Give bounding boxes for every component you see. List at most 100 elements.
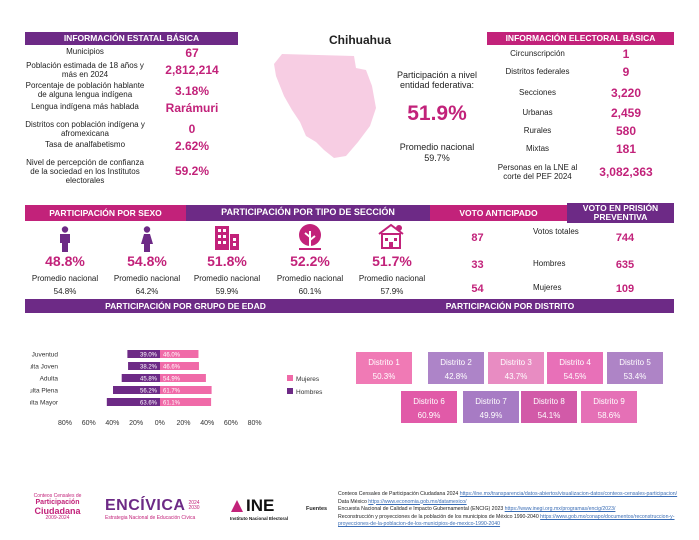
part-avg-label-4: Promedio nacional xyxy=(358,274,426,283)
basic-value-5: 2.62% xyxy=(174,139,210,153)
label-mujeres: 61.1% xyxy=(163,401,181,407)
label-mujeres: 46.6% xyxy=(163,365,181,371)
woman-icon xyxy=(141,226,153,252)
axis-tick: 0% xyxy=(155,420,165,427)
federal-avg-label: Promedio nacional xyxy=(399,142,475,152)
district-value: 50.3% xyxy=(372,371,396,381)
axis-tick: 80% xyxy=(248,420,262,427)
part-avg-4: 57.9% xyxy=(380,287,404,296)
electoral-value-4: 580 xyxy=(615,124,637,138)
district-name: Distrito 5 xyxy=(619,358,651,367)
label-mujeres: 54.9% xyxy=(163,377,181,383)
axis-tick: 20% xyxy=(176,420,190,427)
district-4[interactable]: Distrito 4 54.5% xyxy=(547,352,603,384)
axis-tick: 40% xyxy=(105,420,119,427)
electoral-label-3: Urbanas xyxy=(522,108,553,117)
district-name: Distrito 7 xyxy=(475,397,507,406)
header-distrito: PARTICIPACIÓN POR DISTRITO xyxy=(346,299,674,313)
electoral-value-6: 3,082,363 xyxy=(599,165,653,179)
header-sexo: PARTICIPACIÓN POR SEXO xyxy=(25,205,186,221)
header-anticipado: VOTO ANTICIPADO xyxy=(430,205,567,221)
label-hombres: 56.2% xyxy=(140,389,158,395)
part-avg-2: 59.9% xyxy=(215,287,239,296)
district-name: Distrito 4 xyxy=(559,358,591,367)
district-value: 43.7% xyxy=(504,371,528,381)
part-avg-label-2: Promedio nacional xyxy=(193,274,261,283)
district-3[interactable]: Distrito 3 43.7% xyxy=(488,352,544,384)
source-url[interactable]: https://ine.mx/transparencia/datos-abier… xyxy=(459,491,678,497)
part-avg-label-0: Promedio nacional xyxy=(31,274,99,283)
source-line-1: Data México https://www.economia.gob.mx/… xyxy=(338,499,678,507)
ine-logo: INE Instituto Nacional Electoral xyxy=(230,496,300,521)
district-value: 60.9% xyxy=(417,410,441,420)
district-value: 53.4% xyxy=(623,371,647,381)
bar-mujeres xyxy=(160,398,212,406)
district-value: 54.5% xyxy=(563,371,587,381)
source-line-2: Encuesta Nacional de Calidad e Impacto G… xyxy=(338,506,678,514)
district-1[interactable]: Distrito 1 50.3% xyxy=(356,352,412,384)
urban-icon xyxy=(215,226,239,250)
rural-icon xyxy=(299,224,321,250)
district-5[interactable]: Distrito 5 53.4% xyxy=(607,352,663,384)
district-7[interactable]: Distrito 7 49.9% xyxy=(463,391,519,423)
man-icon xyxy=(60,226,70,252)
vote-label-1: Hombres xyxy=(533,259,566,268)
federal-avg: 59.7% xyxy=(424,153,450,163)
label-hombres: 38.2% xyxy=(140,365,158,371)
electoral-label-5: Mixtas xyxy=(525,144,550,153)
ine-symbol-icon xyxy=(231,500,243,512)
encivica-name: ENCÍVICA xyxy=(105,497,186,514)
part-value-1: 54.8% xyxy=(127,253,167,269)
axis-tick: 80% xyxy=(58,420,72,427)
legend-swatch xyxy=(287,388,293,394)
bar-hombres xyxy=(127,350,160,358)
district-6[interactable]: Distrito 6 60.9% xyxy=(401,391,457,423)
source-url[interactable]: https://www.economia.gob.mx/datamexico/ xyxy=(368,498,467,505)
cc-line1: Conteos Censales de xyxy=(33,493,82,499)
source-line-0: Conteos Censales de Participación Ciudad… xyxy=(338,491,678,499)
ine-name: INE xyxy=(246,496,275,515)
district-2[interactable]: Distrito 2 42.8% xyxy=(428,352,484,384)
electoral-value-2: 3,220 xyxy=(610,86,642,100)
prision-value-2: 109 xyxy=(615,283,635,295)
encivica-years: 2024 2030 xyxy=(188,500,200,511)
source-text: Reconstrucción y proyecciones de la pobl… xyxy=(338,513,541,520)
basic-label-5: Tasa de analfabetismo xyxy=(44,140,126,149)
district-name: Distrito 2 xyxy=(440,358,472,367)
category-label: Juventud xyxy=(32,352,59,359)
district-9[interactable]: Distrito 9 58.6% xyxy=(581,391,637,423)
district-8[interactable]: Distrito 8 54.1% xyxy=(521,391,577,423)
part-value-3: 52.2% xyxy=(290,253,330,269)
source-url[interactable]: https://www.gob.mx/conapo/documentos/rec… xyxy=(338,513,675,528)
source-text: Encuesta Nacional de Calidad e Impacto G… xyxy=(338,506,505,513)
conteos-logo: Conteos Censales de Participación Ciudad… xyxy=(20,493,95,521)
axis-tick: 60% xyxy=(224,420,238,427)
anticipado-value-2: 54 xyxy=(471,283,484,295)
header-electoral-info: INFORMACIÓN ELECTORAL BÁSICA xyxy=(487,32,674,45)
basic-label-0: Municipios xyxy=(66,47,104,56)
basic-label-1: Población estimada de 18 años y más en 2… xyxy=(26,61,144,80)
category-label: Adulta Plena xyxy=(30,388,58,395)
district-name: Distrito 9 xyxy=(593,397,625,406)
vote-label-0: Votos totales xyxy=(533,227,579,236)
part-avg-1: 64.2% xyxy=(135,287,159,296)
district-value: 58.6% xyxy=(597,410,621,420)
district-value: 54.1% xyxy=(537,410,561,420)
prision-value-1: 635 xyxy=(615,259,635,271)
federal-value: 51.9% xyxy=(407,102,467,125)
state-title: Chihuahua xyxy=(329,33,391,47)
part-avg-0: 54.8% xyxy=(53,287,77,296)
electoral-value-1: 9 xyxy=(622,65,630,79)
label-hombres: 63.6% xyxy=(140,401,158,407)
anticipado-value-1: 33 xyxy=(471,259,484,271)
bar-mujeres xyxy=(160,362,199,370)
source-text: Conteos Censales de Participación Ciudad… xyxy=(338,491,460,497)
bar-hombres xyxy=(128,362,160,370)
label-hombres: 45.8% xyxy=(140,377,158,383)
source-url[interactable]: https://www.inegi.org.mx/programas/encig… xyxy=(504,506,616,513)
part-avg-label-3: Promedio nacional xyxy=(276,274,344,283)
legend-label: Hombres xyxy=(296,389,323,396)
category-label: Adulta Mayor xyxy=(30,400,59,407)
encivica-logo: ENCÍVICA 2024 2030 Estrategia Nacional d… xyxy=(105,497,215,521)
bar-mujeres xyxy=(160,386,212,394)
